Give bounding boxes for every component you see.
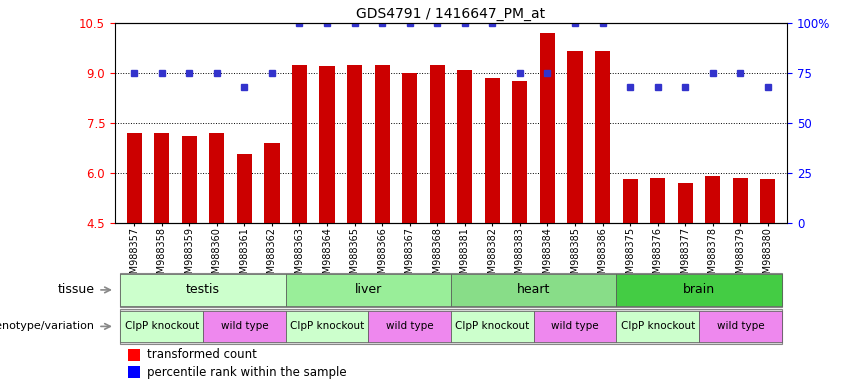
Bar — [368, 311, 451, 342]
Bar — [512, 81, 528, 223]
Bar — [595, 51, 610, 223]
Bar — [623, 179, 637, 223]
Text: liver: liver — [355, 283, 382, 296]
Bar — [485, 78, 500, 223]
Bar — [430, 65, 445, 223]
Text: ClpP knockout: ClpP knockout — [620, 321, 694, 331]
Bar — [699, 311, 782, 342]
Bar — [120, 274, 286, 306]
Bar — [451, 311, 534, 342]
Bar — [760, 179, 775, 223]
Text: wild type: wild type — [551, 321, 599, 331]
Bar — [209, 133, 225, 223]
Text: genotype/variation: genotype/variation — [0, 321, 94, 331]
Text: ClpP knockout: ClpP knockout — [290, 321, 364, 331]
Bar — [286, 274, 451, 306]
Bar — [568, 51, 583, 223]
Bar — [457, 70, 472, 223]
Bar — [237, 154, 252, 223]
Title: GDS4791 / 1416647_PM_at: GDS4791 / 1416647_PM_at — [357, 7, 545, 21]
Bar — [677, 183, 693, 223]
Text: wild type: wild type — [220, 321, 268, 331]
Text: testis: testis — [186, 283, 220, 296]
Bar — [374, 65, 390, 223]
Bar — [451, 274, 616, 306]
Bar — [292, 65, 307, 223]
Bar — [733, 178, 748, 223]
Bar — [265, 143, 279, 223]
Bar — [129, 349, 140, 361]
Bar — [154, 133, 169, 223]
Text: wild type: wild type — [717, 321, 764, 331]
FancyBboxPatch shape — [120, 273, 782, 307]
Bar — [403, 73, 417, 223]
FancyBboxPatch shape — [120, 309, 782, 344]
Text: ClpP knockout: ClpP knockout — [124, 321, 199, 331]
Bar — [616, 274, 782, 306]
Bar — [347, 65, 363, 223]
Text: heart: heart — [517, 283, 551, 296]
Text: ClpP knockout: ClpP knockout — [455, 321, 529, 331]
Bar — [286, 311, 368, 342]
Bar — [127, 133, 142, 223]
Text: tissue: tissue — [58, 283, 94, 296]
Bar — [616, 311, 699, 342]
Text: wild type: wild type — [386, 321, 433, 331]
Bar — [182, 136, 197, 223]
Bar — [129, 366, 140, 379]
Bar — [203, 311, 286, 342]
Bar — [534, 311, 616, 342]
Text: transformed count: transformed count — [147, 348, 257, 361]
Bar — [705, 176, 720, 223]
Text: brain: brain — [683, 283, 715, 296]
Bar — [319, 66, 334, 223]
Text: percentile rank within the sample: percentile rank within the sample — [147, 366, 346, 379]
Bar — [650, 178, 665, 223]
Bar — [540, 33, 555, 223]
Bar — [120, 311, 203, 342]
